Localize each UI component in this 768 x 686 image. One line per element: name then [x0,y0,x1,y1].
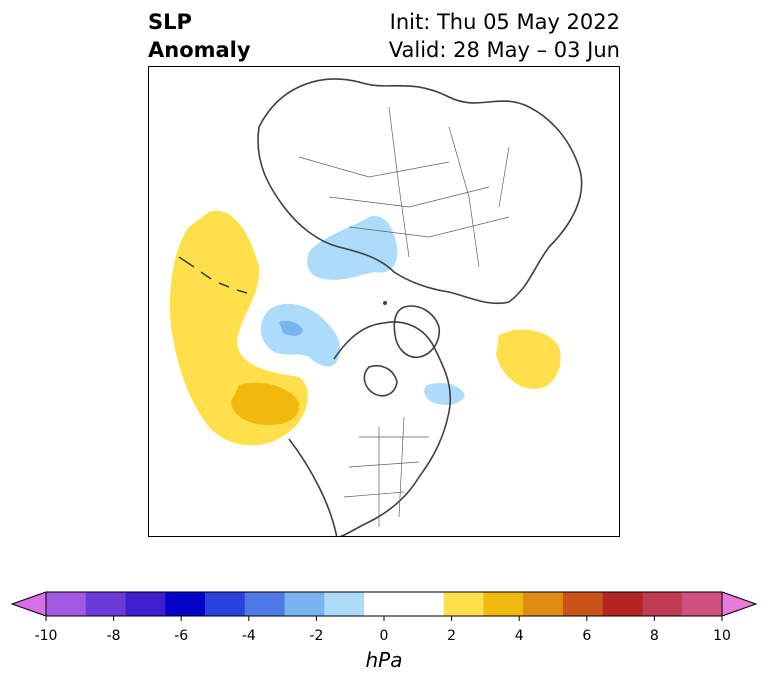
country-borders [298,106,510,527]
colorbar-low-extend [10,591,47,617]
negative-anomaly-core-alaska [279,321,303,336]
colorbar-swatch [602,592,643,616]
colorbar-swatch [483,592,524,616]
map-panel [148,66,620,537]
init-date: Init: Thu 05 May 2022 [389,10,620,34]
colorbar-high-extend [721,591,758,617]
colorbar-swatch [244,592,286,616]
negative-anomaly-siberia [307,216,398,280]
negative-anomaly-newfoundland [424,383,465,405]
colorbar-swatch [284,592,325,616]
colorbar-unit: hPa [365,648,403,672]
colorbar-swatch [364,592,405,616]
colorbar-swatch [523,592,564,616]
colorbar: -10 -8 -6 -4 -2 0 2 4 6 8 10 hPa [10,588,758,678]
colorbar-swatch [642,592,683,616]
coastlines [178,78,583,536]
colorbar-graphic [10,591,758,621]
colorbar-swatch [324,592,365,616]
colorbar-tick-label: 6 [582,628,592,644]
map-title: SLP Anomaly [148,8,251,64]
negative-anomaly-alaska [260,303,341,367]
colorbar-swatch [205,592,246,616]
colorbar-tick-label: 8 [649,628,659,644]
colorbar-swatch [165,592,206,616]
colorbar-tick-label: -6 [174,628,189,644]
colorbar-tick-label: -4 [241,628,256,644]
positive-anomaly-north-atlantic [496,329,561,389]
colorbar-tick-label: -8 [106,628,121,644]
north-america-coastline [288,321,452,536]
north-pole-marker [383,301,387,305]
title-line-1: SLP [148,10,192,34]
colorbar-tick-label: 0 [379,628,389,644]
colorbar-swatch [443,592,484,616]
map-canvas [169,78,583,536]
colorbar-tick-label: -2 [309,628,324,644]
colorbar-swatch [85,592,127,616]
colorbar-swatch [46,592,87,616]
colorbar-tick-label: 2 [447,628,457,644]
greenland-coastline [393,305,441,359]
aleutians [178,256,248,294]
valid-range: Valid: 28 May – 03 Jun [388,38,620,62]
date-info: Init: Thu 05 May 2022 Valid: 28 May – 03… [389,8,620,64]
eurasia-coastline [257,78,583,305]
colorbar-swatch [403,592,445,616]
colorbar-swatch [562,592,604,616]
colorbar-tick-label: -10 [34,628,58,644]
colorbar-tick-label: 4 [514,628,524,644]
title-line-2: Anomaly [148,38,251,62]
hudson-bay-coastline [363,365,398,397]
colorbar-swatch [682,592,723,616]
colorbar-tick-label: 10 [713,628,731,644]
colorbar-swatch [125,592,166,616]
positive-anomaly-core-northeast-pacific [231,382,300,425]
